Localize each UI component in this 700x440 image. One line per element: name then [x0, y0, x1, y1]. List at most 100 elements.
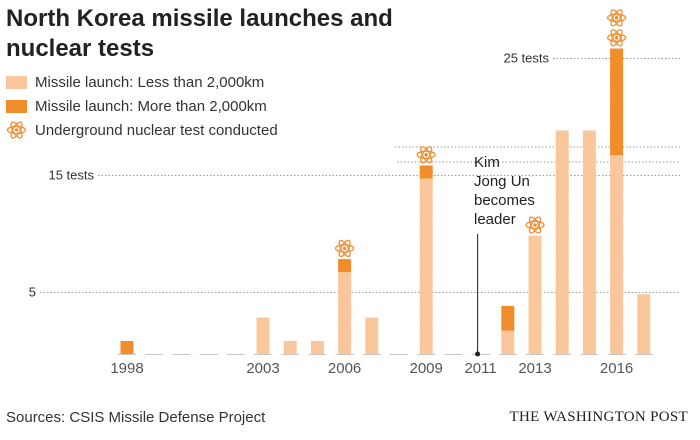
bar-square-short-range: [555, 329, 569, 343]
bar-square-short-range: [582, 212, 596, 226]
bar-square-short-range: [610, 305, 624, 319]
bar-square-short-range: [610, 259, 624, 273]
legend-item-short-range: Missile launch: Less than 2,000km: [6, 70, 278, 94]
bar-square-short-range: [419, 247, 433, 261]
atom-icon: [606, 29, 627, 47]
bar-square-short-range: [610, 177, 624, 191]
bar-square-short-range: [610, 235, 624, 249]
bar-square-short-range: [419, 329, 433, 343]
bar-square-short-range: [637, 329, 651, 343]
bar-square-short-range: [637, 341, 651, 354]
x-tick-label: 2016: [600, 360, 633, 377]
bar-square-short-range: [555, 224, 569, 237]
bar-square-long-range: [610, 142, 624, 156]
x-tick-label: 2006: [328, 360, 361, 377]
bar-square-short-range: [338, 282, 352, 296]
bar-square-short-range: [582, 305, 596, 319]
bar-square-short-range: [419, 177, 433, 191]
bar-square-short-range: [610, 165, 624, 179]
bar-square-long-range: [610, 118, 624, 132]
bar-square-long-range: [610, 95, 624, 109]
bar-square-short-range: [338, 317, 352, 331]
bar-square-short-range: [582, 200, 596, 214]
bar-square-short-range: [582, 130, 596, 144]
bar-square-short-range: [419, 224, 433, 237]
bar-square-short-range: [555, 317, 569, 331]
annotation-text: Jong Un: [474, 173, 530, 190]
bar-square-short-range: [528, 294, 542, 308]
bar-square-short-range: [419, 188, 433, 202]
bar-square-short-range: [528, 259, 542, 273]
bar-square-short-range: [419, 235, 433, 249]
bar-square-short-range: [582, 329, 596, 343]
bar-square-short-range: [528, 247, 542, 261]
bar-square-short-range: [419, 200, 433, 214]
legend-item-long-range: Missile launch: More than 2,000km: [6, 94, 278, 118]
bar-square-short-range: [637, 317, 651, 331]
y-gridline-label: 5: [29, 285, 36, 300]
bar-square-long-range: [610, 60, 624, 74]
bar-square-short-range: [610, 224, 624, 237]
atom-icon: [606, 9, 627, 27]
bar-square-short-range: [610, 317, 624, 331]
bar-square-short-range: [555, 130, 569, 144]
bar-square-short-range: [582, 177, 596, 191]
bar-square-long-range: [120, 341, 134, 354]
bar-square-short-range: [555, 282, 569, 296]
bar-square-long-range: [610, 83, 624, 97]
bar-square-short-range: [555, 153, 569, 167]
bar-square-short-range: [338, 329, 352, 343]
bar-square-short-range: [582, 341, 596, 354]
bar-square-short-range: [419, 212, 433, 226]
bar-square-short-range: [528, 329, 542, 343]
bar-square-short-range: [501, 341, 515, 354]
bar-square-short-range: [637, 305, 651, 319]
bar-square-short-range: [555, 235, 569, 249]
bar-square-short-range: [555, 341, 569, 354]
bar-square-long-range: [501, 305, 515, 319]
bar-square-short-range: [582, 153, 596, 167]
bar-square-short-range: [582, 270, 596, 284]
bar-square-short-range: [610, 212, 624, 226]
atom-icon: [334, 239, 355, 258]
bar-square-long-range: [610, 71, 624, 85]
bar-square-short-range: [419, 341, 433, 354]
bar-square-short-range: [365, 341, 379, 354]
bar-square-short-range: [528, 282, 542, 296]
bar-square-short-range: [555, 212, 569, 226]
atom-icon: [6, 121, 27, 139]
bar-square-short-range: [610, 282, 624, 296]
bar-square-short-range: [582, 259, 596, 273]
legend-item-nuclear-test: Underground nuclear test conducted: [6, 118, 278, 142]
bar-square-short-range: [528, 270, 542, 284]
bar-square-short-range: [528, 235, 542, 249]
source-note: Sources: CSIS Missile Defense Project: [6, 409, 266, 426]
dark-square-swatch: [6, 99, 27, 113]
bar-square-short-range: [419, 305, 433, 319]
bar-square-short-range: [582, 142, 596, 156]
atom-icon: [525, 216, 545, 234]
bar-square-short-range: [610, 188, 624, 202]
bar-square-long-range: [610, 107, 624, 120]
x-tick-label: 2011: [464, 360, 496, 377]
bar-square-short-range: [610, 270, 624, 284]
bar-square-short-range: [610, 294, 624, 308]
bar-square-short-range: [610, 153, 624, 167]
chart-title: North Korea missile launches and nuclear…: [6, 5, 393, 62]
bar-square-long-range: [338, 259, 352, 273]
x-tick-label: 2013: [518, 360, 551, 377]
annotation-text: becomes: [474, 192, 535, 209]
bar-square-short-range: [365, 317, 379, 331]
bar-square-short-range: [582, 317, 596, 331]
x-tick-label: 1998: [110, 360, 143, 377]
legend-label: Missile launch: More than 2,000km: [35, 97, 267, 115]
y-gridline-label: 25 tests: [503, 51, 549, 66]
bar-square-short-range: [365, 329, 379, 343]
x-tick-label: 2003: [246, 360, 279, 377]
annotation-text: leader: [474, 211, 516, 228]
light-square-swatch: [6, 75, 27, 89]
bar-square-long-range: [501, 317, 515, 331]
bar-square-short-range: [501, 329, 515, 343]
bar-square-short-range: [338, 294, 352, 308]
